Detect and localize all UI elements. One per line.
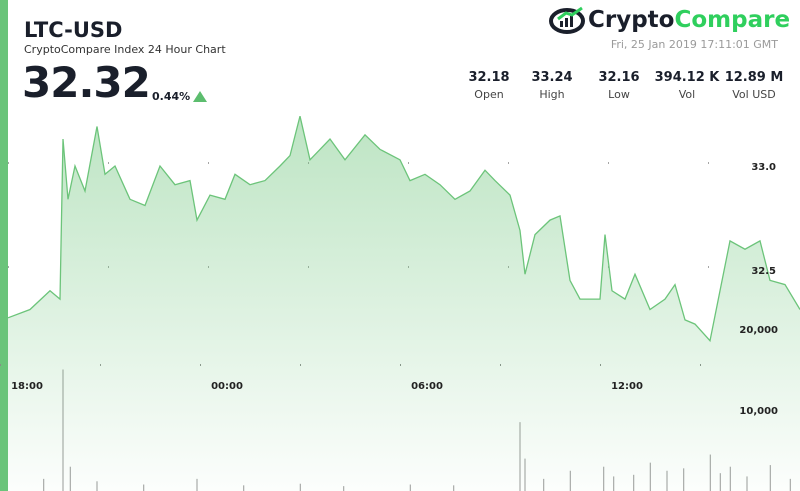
timestamp: Fri, 25 Jan 2019 17:11:01 GMT	[610, 38, 778, 51]
stat-vol: 394.12 K Vol	[647, 70, 727, 101]
price-change: 0.44%	[152, 90, 191, 103]
accent-bar	[0, 0, 8, 491]
stat-high: 33.24 High	[512, 70, 592, 101]
stat-vol-usd: 12.89 M Vol USD	[714, 70, 794, 101]
logo-chart-icon	[549, 6, 585, 34]
time-tick-label: 00:00	[211, 381, 243, 392]
price-tick-label: 33.0	[751, 162, 776, 173]
stat-value: 394.12 K	[654, 70, 720, 85]
logo-text-compare: Compare	[674, 7, 791, 33]
stat-value: 32.18	[468, 70, 510, 85]
stat-label: Vol USD	[732, 88, 776, 101]
time-tick-label: 12:00	[611, 381, 643, 392]
stat-label: Vol	[678, 88, 696, 101]
stat-value: 12.89 M	[724, 70, 784, 85]
stat-value: 33.24	[531, 70, 573, 85]
time-tick-label: 18:00	[11, 381, 43, 392]
stat-label: High	[539, 88, 565, 101]
time-tick-label: 06:00	[411, 381, 443, 392]
logo-text-crypto: Crypto	[588, 7, 675, 33]
stat-label: Low	[608, 88, 630, 101]
chart-subtitle: CryptoCompare Index 24 Hour Chart	[24, 43, 226, 56]
stat-value: 32.16	[598, 70, 640, 85]
stat-open: 32.18 Open	[449, 70, 529, 101]
volume-tick-label: 20,000	[739, 325, 778, 336]
current-price: 32.32	[22, 58, 151, 107]
up-arrow-icon	[193, 91, 207, 102]
stat-label: Open	[474, 88, 504, 101]
price-tick-label: 32.5	[751, 266, 776, 277]
price-line	[7, 115, 800, 343]
price-area	[8, 116, 800, 491]
volume-tick-label: 10,000	[739, 406, 778, 417]
pair-title: LTC-USD	[24, 18, 123, 42]
cryptocompare-logo[interactable]: Crypto Compare	[548, 5, 790, 35]
stat-low: 32.16 Low	[579, 70, 659, 101]
